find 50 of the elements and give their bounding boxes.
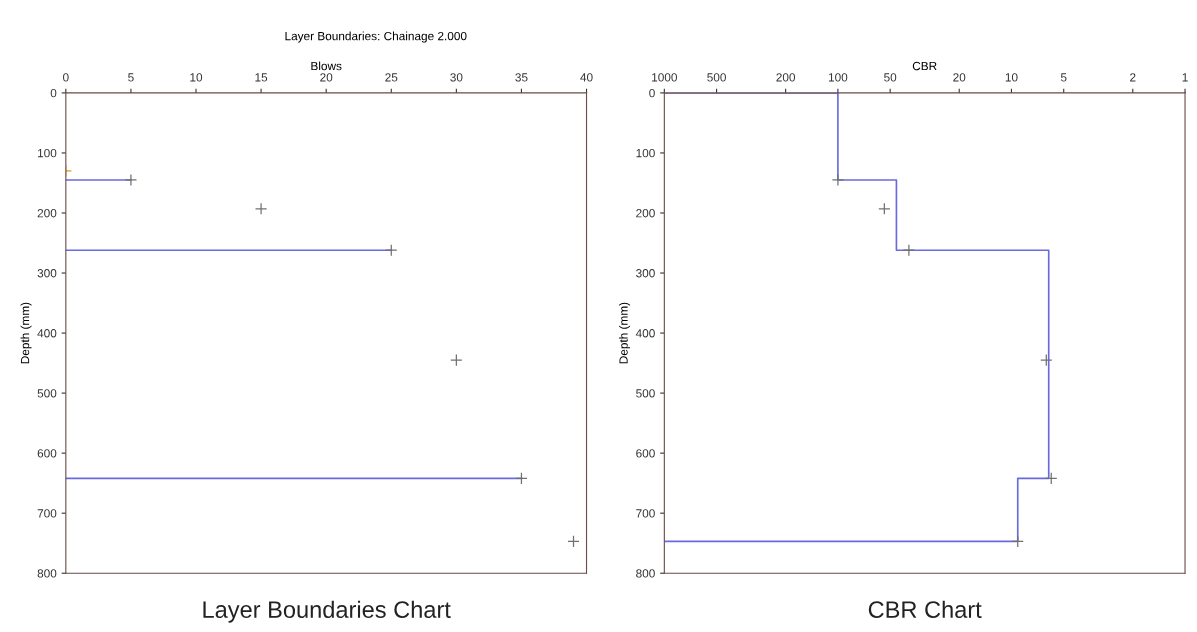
point [385,244,398,257]
y-tick-label: 400 [37,329,57,338]
x-axis-title: CBR [912,61,937,71]
y-tick-label: 0 [649,88,655,98]
x-tick-label: 25 [385,73,398,82]
y-tick-label: 300 [636,269,655,278]
point [515,472,528,485]
x-tick-label: 10 [1005,73,1018,82]
point [450,353,463,367]
text: CBR Chart [868,600,982,618]
chart-title: Layer Boundaries: Chainage 2.000 [285,31,467,43]
y-tick-label: 700 [636,509,655,518]
x-tick-label: 35 [515,73,528,82]
x-tick-label: 20 [320,73,333,82]
y-tick-label: 800 [636,569,655,578]
y-tick-label: 100 [636,148,655,158]
x-tick-label: 200 [776,73,796,82]
x-tick-label: 30 [450,73,463,82]
x-axis-title: Blows [311,61,342,71]
x-tick-label: 1 [1182,73,1188,82]
x-tick-label: 1000 [652,73,678,82]
y-tick-label: 400 [635,329,655,338]
x-tick-label: 5 [1060,73,1067,82]
text: Layer Boundaries Chart [203,600,451,623]
point [567,535,580,548]
x-tick-label: 15 [255,73,268,82]
y-tick-label: 600 [636,449,655,458]
x-tick-label: 40 [580,73,593,82]
point [254,202,268,215]
x-tick-label: 2 [1130,73,1136,82]
x-tick-label: 100 [828,73,848,82]
y-tick-label: 500 [636,389,655,398]
x-tick-label: 0 [63,73,69,82]
y-tick-label: 300 [37,269,57,278]
y-tick-label: 800 [37,569,57,578]
y-tick-label: 700 [37,509,57,518]
y-tick-label: 0 [50,88,57,98]
y-axis-title: Depth (mm) [619,302,631,364]
x-tick-label: 500 [707,73,726,82]
x-tick-label: 5 [128,73,134,82]
y-tick-label: 200 [636,209,655,218]
y-tick-label: 200 [37,209,57,218]
y-tick-label: 100 [38,148,57,158]
y-axis-title: Depth (mm) [20,302,32,364]
x-tick-label: 10 [190,73,203,82]
point [124,173,138,187]
y-tick-label: 500 [37,389,57,398]
y-tick-label: 600 [37,449,57,458]
x-tick-label: 50 [884,73,897,82]
x-tick-label: 20 [953,73,966,82]
